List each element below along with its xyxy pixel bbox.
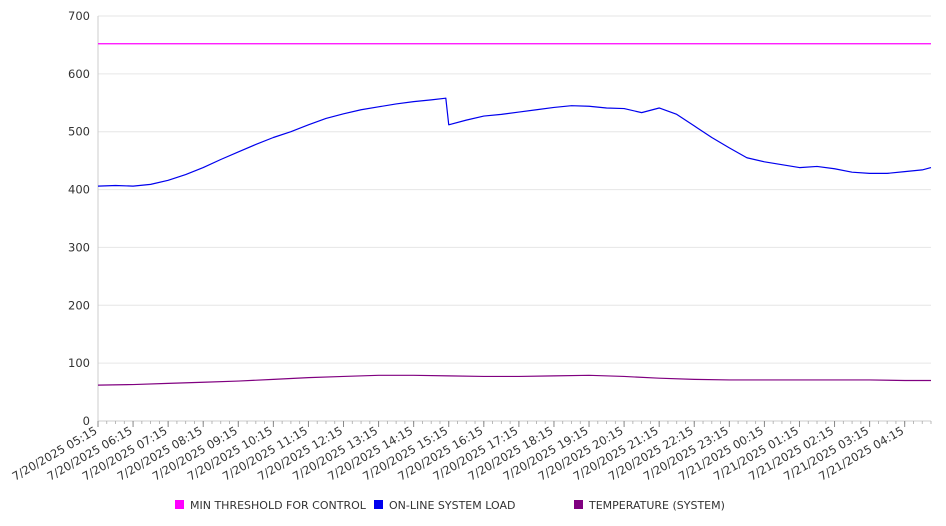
x-axis-ticks: 7/20/2025 05:157/20/2025 06:157/20/2025 … [10,421,906,483]
legend-swatch-min-threshold-for-control [175,500,184,509]
y-axis-ticks: 0 100 200 300 400 500 600 700 [68,9,90,428]
y-tick-label: 100 [68,356,90,370]
legend: MIN THRESHOLD FOR CONTROL ON-LINE SYSTEM … [175,499,725,512]
series-line-on-line-system-load [97,97,932,187]
legend-label-on-line-system-load: ON-LINE SYSTEM LOAD [389,499,515,512]
y-tick-label: 200 [68,298,90,312]
y-tick-label: 0 [83,414,90,428]
axes [97,16,932,424]
legend-label-min-threshold-for-control: MIN THRESHOLD FOR CONTROL [190,499,367,512]
y-tick-label: 600 [68,67,90,81]
y-tick-label: 700 [68,9,90,23]
series-lines [97,43,932,386]
legend-swatch-on-line-system-load [374,500,383,509]
y-tick-label: 300 [68,240,90,254]
legend-swatch-temperature-system [574,500,583,509]
series-line-temperature-system [97,374,931,386]
gridlines [98,15,931,364]
y-tick-label: 500 [68,125,90,139]
legend-label-temperature-system: TEMPERATURE (SYSTEM) [588,499,725,512]
y-tick-label: 400 [68,183,90,197]
